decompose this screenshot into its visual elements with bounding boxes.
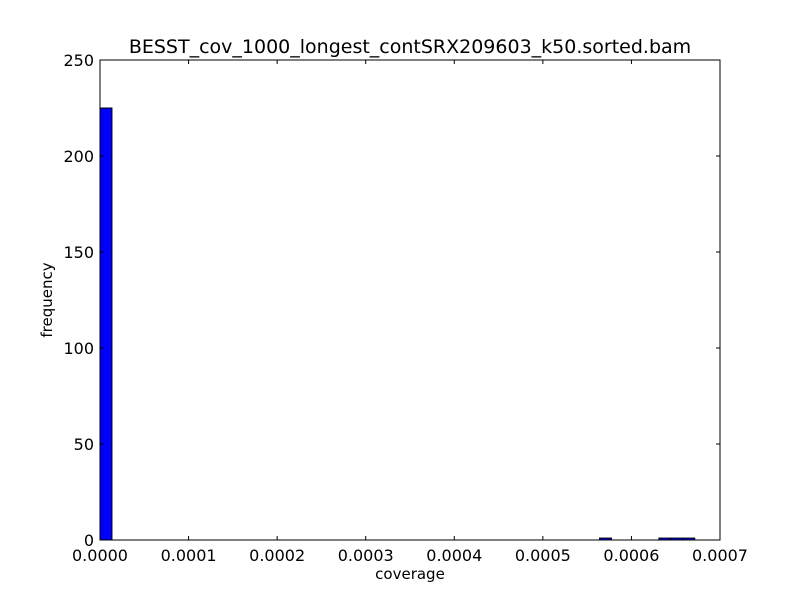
x-tick-label: 0.0004 (426, 546, 482, 565)
plot-frame (99, 59, 721, 541)
y-tick-label: 250 (63, 51, 94, 70)
y-tick-label: 50 (74, 435, 94, 454)
x-tick-label: 0.0000 (72, 546, 128, 565)
y-tick-label: 100 (63, 339, 94, 358)
y-axis-label: frequency (38, 262, 56, 337)
x-tick-label: 0.0005 (515, 546, 571, 565)
ticks-layer: 0.0000 0.0001 0.0002 0.0003 0.0004 0.0005 0.00… (63, 51, 748, 565)
x-tick-label: 0.0002 (249, 546, 305, 565)
x-tick-label: 0.0006 (603, 546, 659, 565)
x-axis-label: coverage (375, 565, 445, 583)
y-tick-label: 200 (63, 147, 94, 166)
x-tick-label: 0.0003 (338, 546, 394, 565)
x-tick-label: 0.0007 (692, 546, 748, 565)
chart-title: BESST_cov_1000_longest_contSRX209603_k50… (129, 36, 691, 58)
y-tick-label: 0 (84, 531, 94, 550)
histogram-bar-0 (99, 107, 113, 541)
x-tick-label: 0.0001 (161, 546, 217, 565)
bars-layer (99, 107, 696, 541)
y-tick-label: 150 (63, 243, 94, 262)
